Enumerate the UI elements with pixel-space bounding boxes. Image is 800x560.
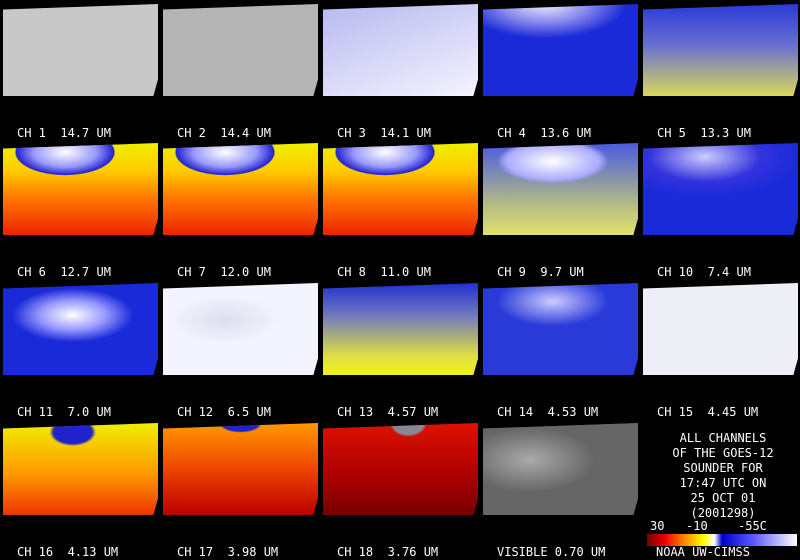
channel-label: CH 18 3.76 UM <box>337 545 439 559</box>
satellite-image <box>3 283 158 375</box>
channel-label: CH 6 12.7 UM <box>17 265 111 279</box>
satellite-image <box>323 283 478 375</box>
channel-label: CH 5 13.3 UM <box>657 126 751 140</box>
channel-label: CH 7 12.0 UM <box>177 265 271 279</box>
channel-label: CH 9 9.7 UM <box>497 265 584 279</box>
channel-label: CH 3 14.1 UM <box>337 126 431 140</box>
satellite-image <box>163 4 318 96</box>
channel-label: CH 1 14.7 UM <box>17 126 111 140</box>
channel-label: VISIBLE 0.70 UM <box>497 545 606 559</box>
credit: NOAA UW-CIMSS <box>656 545 750 559</box>
satellite-image <box>323 4 478 96</box>
channel-label: CH 12 6.5 UM <box>177 405 271 419</box>
satellite-image <box>323 143 478 235</box>
channel-label: CH 11 7.0 UM <box>17 405 111 419</box>
satellite-image <box>323 423 478 515</box>
satellite-image <box>163 283 318 375</box>
satellite-image <box>3 143 158 235</box>
satellite-image <box>643 143 798 235</box>
colorbar-label: -55C <box>738 519 767 533</box>
channel-label: CH 4 13.6 UM <box>497 126 591 140</box>
satellite-image <box>3 4 158 96</box>
satellite-image <box>163 423 318 515</box>
color-bar <box>647 534 797 546</box>
info-line: 25 OCT 01 <box>690 491 756 505</box>
satellite-image <box>483 283 638 375</box>
info-line: SOUNDER FOR <box>683 461 763 475</box>
channel-label: CH 8 11.0 UM <box>337 265 431 279</box>
info-line: OF THE GOES-12 <box>672 446 774 460</box>
channel-label: CH 15 4.45 UM <box>657 405 759 419</box>
satellite-image <box>483 423 638 515</box>
info-line: 17:47 UTC ON <box>679 476 767 490</box>
channel-label: CH 10 7.4 UM <box>657 265 751 279</box>
colorbar-label: -10 <box>686 519 708 533</box>
channel-label: CH 14 4.53 UM <box>497 405 599 419</box>
satellite-image <box>163 143 318 235</box>
satellite-image <box>483 4 638 96</box>
satellite-image <box>3 423 158 515</box>
channel-label: CH 17 3.98 UM <box>177 545 279 559</box>
info-line: ALL CHANNELS <box>679 431 767 445</box>
colorbar-label: 30 <box>650 519 665 533</box>
channel-label: CH 2 14.4 UM <box>177 126 271 140</box>
info-line: (2001298) <box>690 506 756 520</box>
satellite-image <box>483 143 638 235</box>
satellite-image <box>643 4 798 96</box>
channel-label: CH 16 4.13 UM <box>17 545 119 559</box>
satellite-image <box>643 283 798 375</box>
channel-label: CH 13 4.57 UM <box>337 405 439 419</box>
